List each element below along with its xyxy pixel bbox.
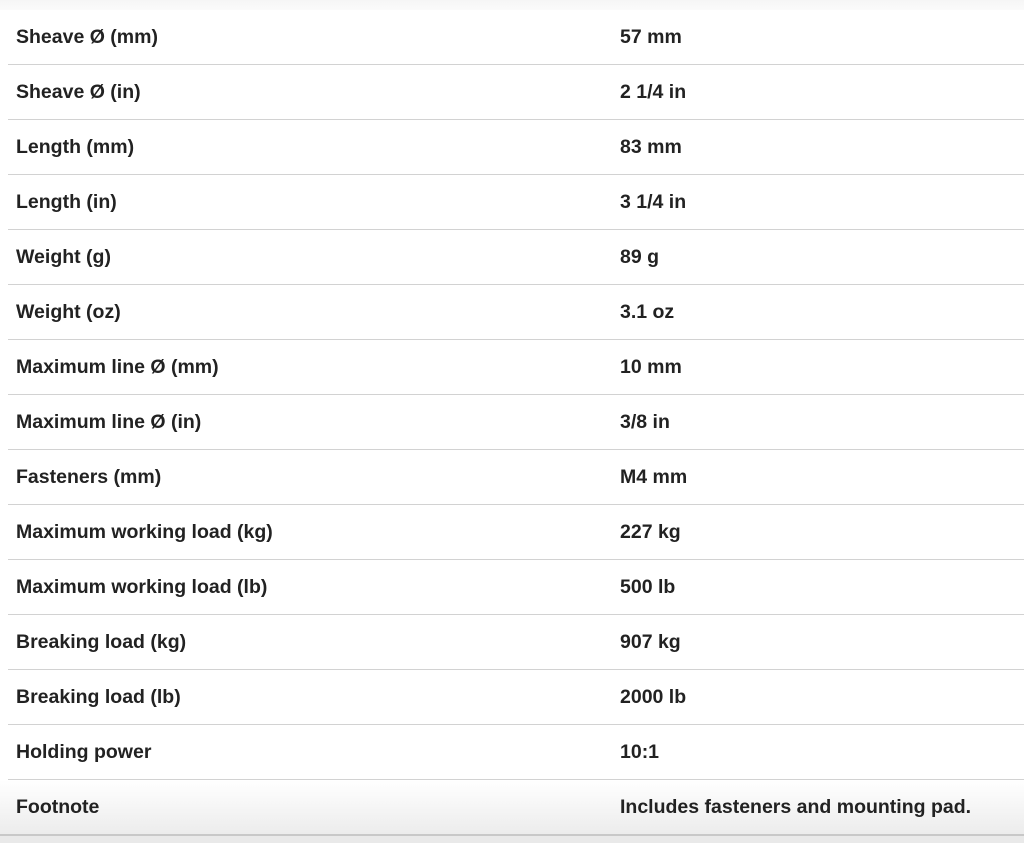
spec-label: Maximum line Ø (mm) bbox=[16, 356, 219, 378]
spec-value: 3.1 oz bbox=[620, 301, 675, 323]
spec-row: Sheave Ø (in) 2 1/4 in bbox=[8, 65, 1024, 120]
spec-table: Sheave Ø (mm) 57 mm Sheave Ø (in) 2 1/4 in L… bbox=[0, 10, 1024, 836]
spec-label: Breaking load (lb) bbox=[16, 686, 181, 708]
spec-label: Length (in) bbox=[16, 191, 117, 213]
spec-row: Maximum working load (lb) 500 lb bbox=[8, 560, 1024, 615]
spec-value: 89 g bbox=[620, 246, 660, 268]
spec-row: Sheave Ø (mm) 57 mm bbox=[8, 10, 1024, 65]
spec-label: Sheave Ø (mm) bbox=[16, 26, 158, 48]
spec-row: Weight (g) 89 g bbox=[8, 230, 1024, 285]
spec-row: Holding power 10:1 bbox=[8, 725, 1024, 780]
spec-row: Footnote Includes fasteners and mounting … bbox=[0, 780, 1024, 836]
spec-value: 10:1 bbox=[620, 741, 660, 763]
spec-label: Weight (oz) bbox=[16, 301, 121, 323]
spec-value: M4 mm bbox=[620, 466, 688, 488]
spec-row: Length (mm) 83 mm bbox=[8, 120, 1024, 175]
spec-label: Weight (g) bbox=[16, 246, 111, 268]
top-shadow bbox=[0, 0, 1024, 10]
spec-row: Weight (oz) 3.1 oz bbox=[8, 285, 1024, 340]
spec-label: Breaking load (kg) bbox=[16, 631, 187, 653]
spec-row: Maximum working load (kg) 227 kg bbox=[8, 505, 1024, 560]
spec-label: Maximum working load (kg) bbox=[16, 521, 273, 543]
bottom-edge bbox=[0, 836, 1024, 843]
spec-value: 2000 lb bbox=[620, 686, 687, 708]
spec-value: 500 lb bbox=[620, 576, 676, 598]
spec-value: 3 1/4 in bbox=[620, 191, 687, 213]
spec-label: Maximum working load (lb) bbox=[16, 576, 268, 598]
spec-label: Fasteners (mm) bbox=[16, 466, 162, 488]
spec-value: 907 kg bbox=[620, 631, 681, 653]
spec-value: Includes fasteners and mounting pad. bbox=[620, 796, 972, 818]
spec-label: Holding power bbox=[16, 741, 152, 763]
spec-value: 57 mm bbox=[620, 26, 682, 48]
spec-row: Length (in) 3 1/4 in bbox=[8, 175, 1024, 230]
spec-value: 3/8 in bbox=[620, 411, 670, 433]
spec-value: 227 kg bbox=[620, 521, 681, 543]
spec-row: Breaking load (lb) 2000 lb bbox=[8, 670, 1024, 725]
spec-value: 83 mm bbox=[620, 136, 682, 158]
spec-row: Fasteners (mm) M4 mm bbox=[8, 450, 1024, 505]
spec-row: Maximum line Ø (in) 3/8 in bbox=[8, 395, 1024, 450]
spec-label: Footnote bbox=[16, 796, 100, 818]
spec-row: Maximum line Ø (mm) 10 mm bbox=[8, 340, 1024, 395]
spec-value: 2 1/4 in bbox=[620, 81, 687, 103]
spec-label: Length (mm) bbox=[16, 136, 135, 158]
spec-label: Sheave Ø (in) bbox=[16, 81, 141, 103]
spec-label: Maximum line Ø (in) bbox=[16, 411, 202, 433]
spec-row: Breaking load (kg) 907 kg bbox=[8, 615, 1024, 670]
spec-value: 10 mm bbox=[620, 356, 682, 378]
